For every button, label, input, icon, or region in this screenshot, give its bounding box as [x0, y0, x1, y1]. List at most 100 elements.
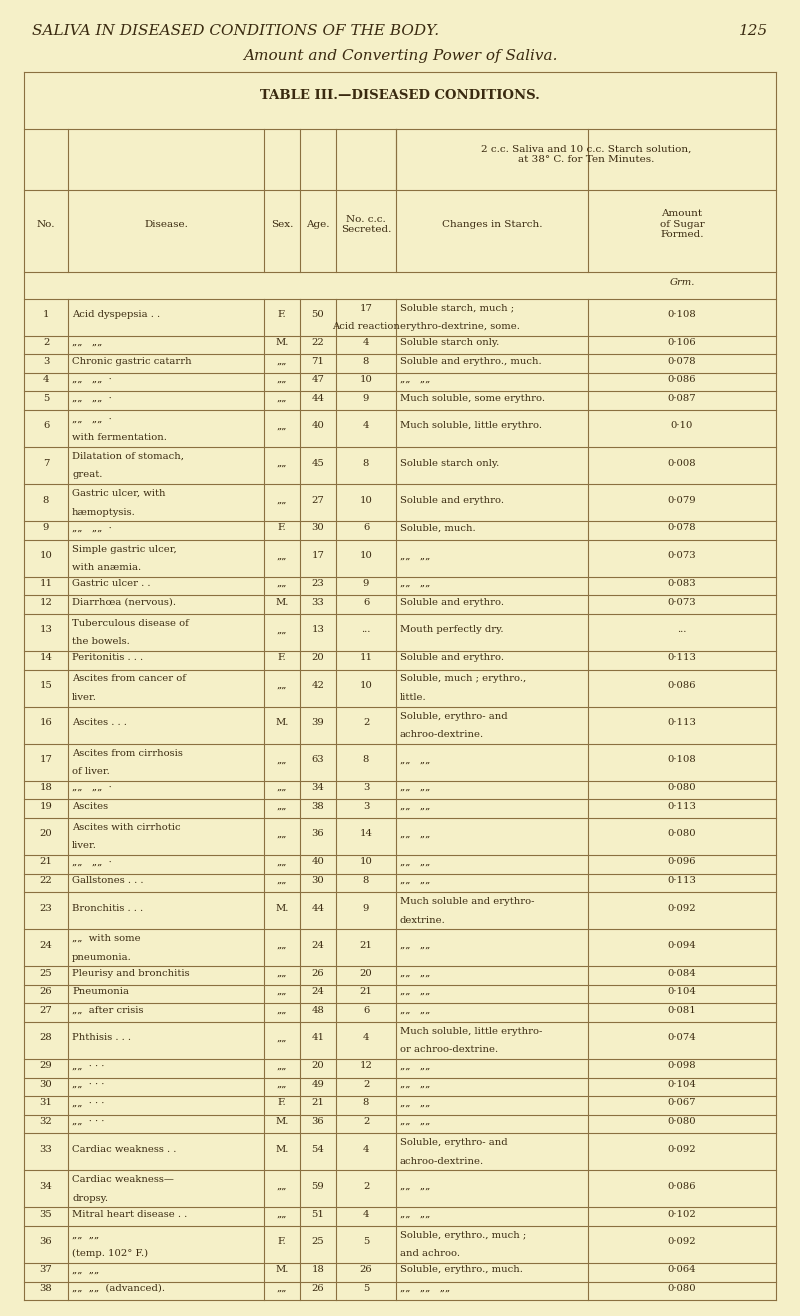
Text: 20: 20	[40, 829, 52, 838]
Text: achroo-dextrine.: achroo-dextrine.	[400, 1157, 484, 1166]
Text: 10: 10	[359, 857, 373, 866]
Text: 9: 9	[363, 393, 369, 403]
Text: Cardiac weakness . .: Cardiac weakness . .	[72, 1145, 176, 1154]
Text: 24: 24	[39, 941, 53, 950]
Text: „„: „„	[277, 625, 287, 634]
Text: 47: 47	[311, 375, 325, 384]
Text: „„   „„: „„ „„	[400, 875, 430, 884]
Text: 0·104: 0·104	[667, 1080, 697, 1088]
Text: 25: 25	[40, 969, 52, 978]
Text: 0·10: 0·10	[671, 421, 693, 430]
Text: 21: 21	[311, 1099, 325, 1107]
Text: Soluble, much.: Soluble, much.	[400, 524, 476, 533]
Text: 0·074: 0·074	[668, 1033, 696, 1042]
Text: great.: great.	[72, 470, 102, 479]
Text: „„: „„	[277, 801, 287, 811]
Text: Much soluble, little erythro-: Much soluble, little erythro-	[400, 1026, 542, 1036]
Text: „„   „„: „„ „„	[400, 1117, 430, 1126]
Text: Soluble and erythro.: Soluble and erythro.	[400, 653, 504, 662]
Text: 0·080: 0·080	[668, 1117, 696, 1126]
Text: „„: „„	[277, 357, 287, 366]
Text: 2: 2	[363, 1117, 369, 1126]
Text: „„: „„	[277, 1005, 287, 1015]
Text: 18: 18	[39, 783, 53, 792]
Text: „„   „„: „„ „„	[400, 579, 430, 588]
Text: „„   „„: „„ „„	[400, 801, 430, 811]
Text: F.: F.	[278, 1099, 286, 1107]
Text: ...: ...	[362, 625, 370, 634]
Text: F.: F.	[278, 524, 286, 533]
Text: 30: 30	[312, 524, 324, 533]
Text: „„: „„	[277, 783, 287, 792]
Text: 9: 9	[43, 524, 49, 533]
Text: liver.: liver.	[72, 841, 97, 850]
Text: Soluble starch only.: Soluble starch only.	[400, 458, 499, 467]
Text: SALIVA IN DISEASED CONDITIONS OF THE BODY.: SALIVA IN DISEASED CONDITIONS OF THE BOD…	[32, 24, 439, 38]
Text: 0·080: 0·080	[668, 783, 696, 792]
Text: 0·104: 0·104	[667, 987, 697, 996]
Text: 19: 19	[39, 801, 53, 811]
Text: little.: little.	[400, 694, 426, 701]
Text: 0·083: 0·083	[668, 579, 696, 588]
Text: 23: 23	[312, 579, 324, 588]
Text: Much soluble and erythro-: Much soluble and erythro-	[400, 898, 534, 905]
Text: 36: 36	[312, 1117, 324, 1126]
Text: 27: 27	[40, 1005, 52, 1015]
Text: Phthisis . . .: Phthisis . . .	[72, 1033, 131, 1042]
Text: „„   „„: „„ „„	[400, 941, 430, 950]
Text: „„  „„  (advanced).: „„ „„ (advanced).	[72, 1284, 165, 1292]
Text: 11: 11	[359, 653, 373, 662]
Text: 36: 36	[40, 1237, 52, 1246]
Text: 4: 4	[362, 421, 370, 430]
Text: with anæmia.: with anæmia.	[72, 563, 141, 572]
Text: 54: 54	[311, 1145, 325, 1154]
Text: M.: M.	[275, 719, 289, 728]
Text: 26: 26	[312, 969, 324, 978]
Text: „„   „„: „„ „„	[400, 755, 430, 765]
Text: „„: „„	[277, 458, 287, 467]
Text: „„   „„: „„ „„	[400, 783, 430, 792]
Text: 2: 2	[363, 1080, 369, 1088]
Text: M.: M.	[275, 338, 289, 347]
Text: 63: 63	[312, 755, 324, 765]
Text: 0·098: 0·098	[668, 1061, 696, 1070]
Text: 21: 21	[359, 987, 373, 996]
Text: 33: 33	[312, 597, 324, 607]
Text: Bronchitis . . .: Bronchitis . . .	[72, 904, 143, 912]
Text: „„: „„	[277, 393, 287, 403]
Text: „„   „„   „„: „„ „„ „„	[400, 1284, 450, 1292]
Text: M.: M.	[275, 1117, 289, 1126]
Text: „„  · · ·: „„ · · ·	[72, 1080, 104, 1088]
Text: 8: 8	[363, 458, 369, 467]
Text: 4: 4	[362, 338, 370, 347]
Text: and achroo.: and achroo.	[400, 1249, 460, 1258]
Text: Disease.: Disease.	[144, 220, 188, 229]
Text: 16: 16	[40, 719, 52, 728]
Text: 59: 59	[312, 1182, 324, 1191]
Text: 39: 39	[312, 719, 324, 728]
Text: 0·113: 0·113	[667, 875, 697, 884]
Text: „„   „„  ·: „„ „„ ·	[72, 857, 112, 866]
Text: 0·087: 0·087	[668, 393, 696, 403]
Text: 0·092: 0·092	[668, 904, 696, 912]
Text: Grm.: Grm.	[670, 279, 694, 287]
Text: 10: 10	[359, 551, 373, 561]
Text: 4: 4	[362, 1033, 370, 1042]
Text: 71: 71	[311, 357, 325, 366]
Text: 21: 21	[359, 941, 373, 950]
Text: 22: 22	[312, 338, 324, 347]
Text: M.: M.	[275, 1265, 289, 1274]
Text: Acid reaction: Acid reaction	[332, 322, 400, 332]
Text: hæmoptysis.: hæmoptysis.	[72, 508, 136, 516]
Text: 51: 51	[311, 1209, 325, 1219]
Text: 44: 44	[311, 393, 325, 403]
Text: F.: F.	[278, 311, 286, 320]
Text: 0·092: 0·092	[668, 1145, 696, 1154]
Text: 4: 4	[42, 375, 50, 384]
Text: 44: 44	[311, 904, 325, 912]
Text: 24: 24	[311, 987, 325, 996]
Text: 17: 17	[39, 755, 53, 765]
Text: Ascites . . .: Ascites . . .	[72, 719, 127, 728]
Text: „„   „„  ·: „„ „„ ·	[72, 415, 112, 424]
Text: 13: 13	[39, 625, 53, 634]
